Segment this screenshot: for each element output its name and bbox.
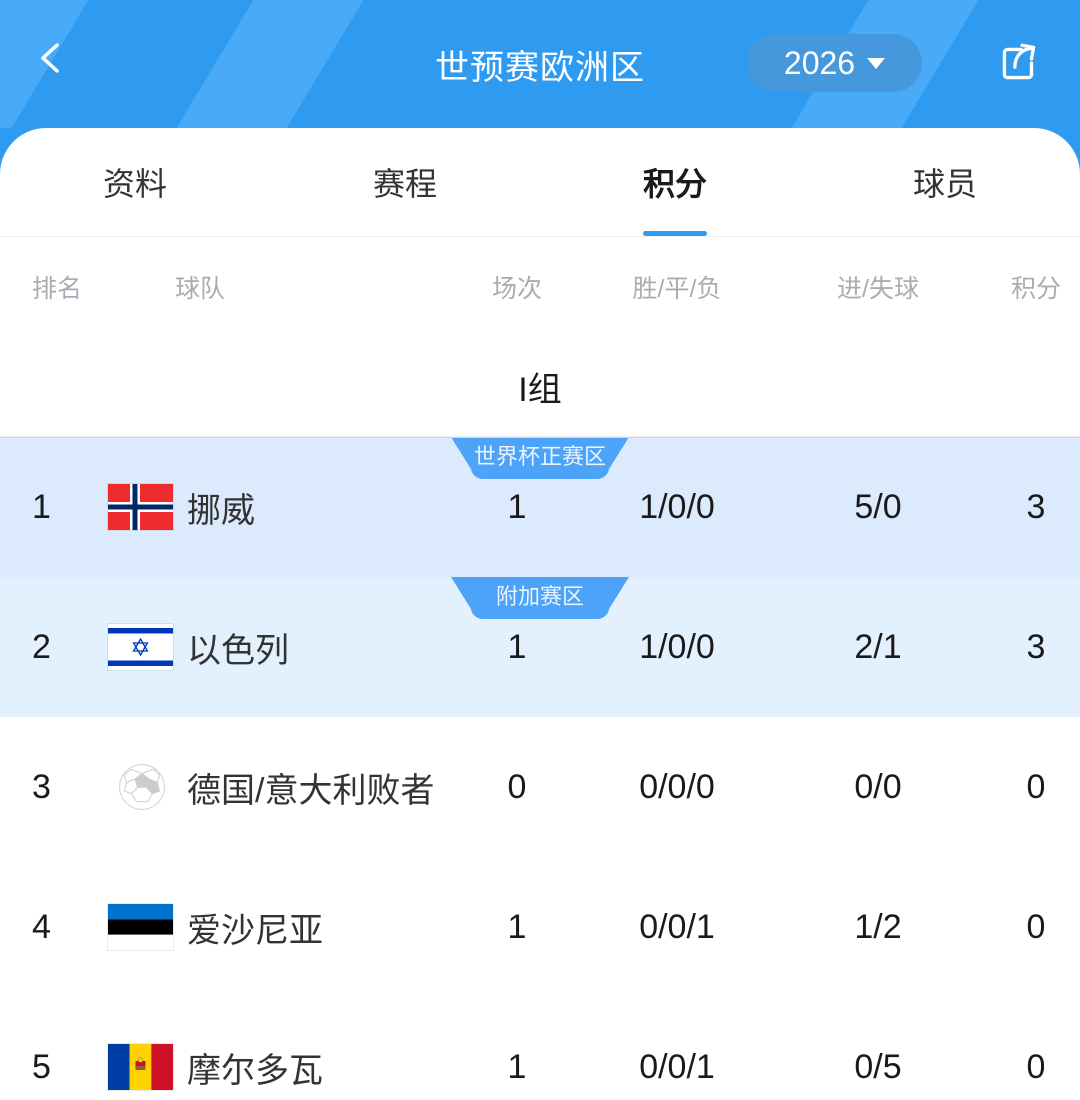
svg-text:世界杯正赛区: 世界杯正赛区 <box>474 444 606 469</box>
svg-text:附加赛区: 附加赛区 <box>496 584 584 609</box>
